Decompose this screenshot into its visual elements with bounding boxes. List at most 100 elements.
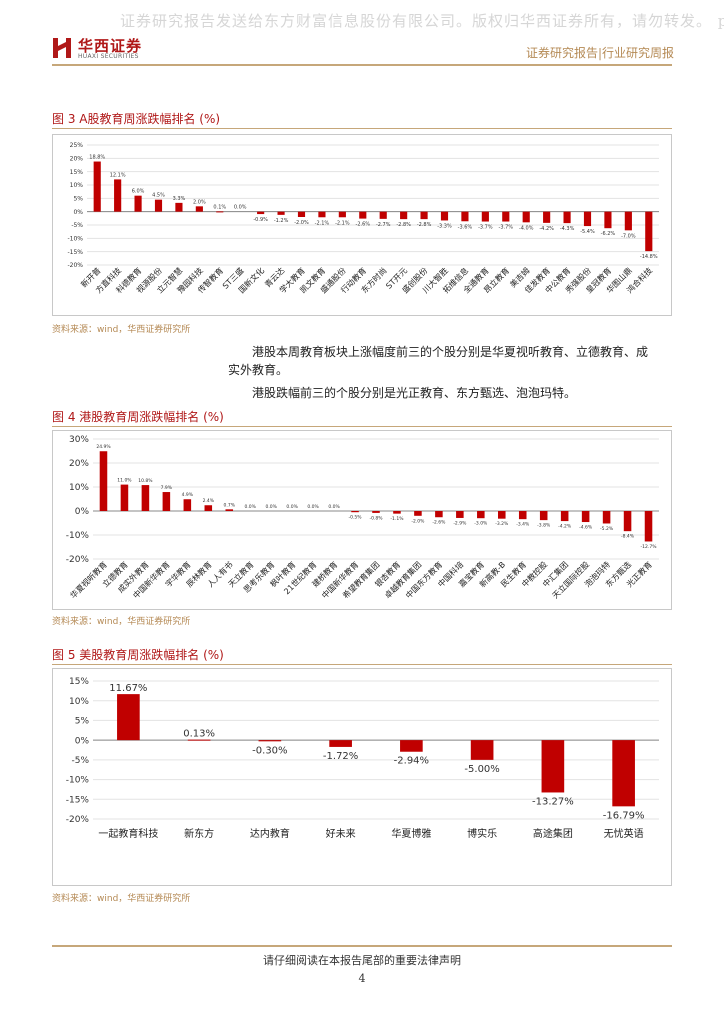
bar: [204, 505, 213, 511]
bar: [141, 485, 150, 511]
data-label: -7.0%: [621, 233, 636, 239]
bar: [456, 511, 464, 518]
data-label: -2.0%: [411, 518, 425, 524]
data-label: -1.2%: [274, 218, 289, 224]
data-label: 11.0%: [117, 478, 132, 484]
data-label: -14.8%: [640, 254, 658, 260]
y-tick-label: 20%: [70, 155, 84, 162]
paragraph-1-line-1: 港股本周教育板块上涨幅度前三的个股分别是华夏视听教育、立德教育、成: [252, 345, 649, 359]
data-label: -2.8%: [417, 222, 432, 228]
y-tick-label: 30%: [69, 435, 89, 445]
y-tick-label: -5%: [71, 222, 83, 229]
bar: [257, 211, 265, 215]
data-label: -2.6%: [356, 222, 371, 228]
category-label: 博实乐: [467, 827, 497, 840]
category-label: 新东方: [184, 827, 214, 840]
data-label: 0.1%: [213, 204, 226, 210]
bar: [624, 211, 632, 231]
legal-notice: 请仔细阅读在本报告尾部的重要法律声明: [263, 954, 461, 967]
category-label: 华夏博雅: [391, 827, 431, 840]
y-tick-label: -20%: [66, 815, 90, 825]
bar: [539, 511, 548, 521]
bar: [117, 694, 140, 741]
bar: [187, 739, 211, 741]
bar: [644, 511, 653, 542]
bar: [461, 211, 469, 222]
bar: [175, 202, 183, 212]
data-label: -4.2%: [539, 226, 554, 232]
bar: [470, 740, 494, 760]
data-label: -12.7%: [641, 544, 658, 550]
category-label: 一起教育科技: [98, 827, 158, 840]
data-label: -5.2%: [600, 526, 614, 532]
bar: [604, 211, 612, 229]
figure-5-source: 资料来源：wind，华西证券研究所: [52, 894, 191, 904]
bar: [541, 740, 565, 793]
footer-divider: [52, 945, 672, 947]
data-label: -2.1%: [335, 220, 350, 226]
bar: [502, 211, 510, 222]
data-label: 2.0%: [193, 199, 206, 205]
data-label: -16.79%: [603, 810, 645, 821]
bar: [522, 211, 530, 223]
data-label: 0.0%: [307, 504, 319, 510]
y-tick-label: -5%: [71, 756, 89, 766]
y-tick-label: -10%: [66, 776, 90, 786]
y-tick-label: 0%: [75, 507, 90, 517]
bar: [414, 511, 422, 516]
bar: [581, 511, 590, 523]
y-tick-label: 15%: [69, 677, 89, 687]
data-label: 0.13%: [183, 729, 215, 740]
chart-a-share-svg: 25%20%15%10%5%0%-5%-10%-15%-20%18.8%新开普1…: [67, 142, 659, 295]
data-label: -0.5%: [349, 515, 363, 521]
bar: [329, 740, 352, 747]
page-number: 4: [358, 972, 366, 985]
y-tick-label: 15%: [70, 169, 84, 176]
data-label: 0.0%: [265, 504, 277, 510]
data-label: 12.1%: [110, 172, 126, 178]
company-logo: 华西证券 HUAXI SECURITIES: [52, 34, 172, 64]
data-label: -3.8%: [537, 523, 551, 529]
header-divider: [52, 64, 672, 66]
bar: [435, 511, 443, 518]
data-label: 3.3%: [173, 196, 186, 202]
data-label: -2.8%: [396, 222, 411, 228]
paragraph-1-line-2: 实外教育。: [228, 363, 289, 377]
data-label: -3.6%: [458, 224, 473, 230]
bar: [183, 499, 192, 511]
bar: [162, 492, 171, 511]
y-tick-label: 20%: [69, 459, 89, 469]
bar: [440, 211, 449, 221]
data-label: -2.6%: [432, 520, 446, 526]
y-tick-label: 25%: [70, 142, 84, 149]
figure-5-title: 图 5 美股教育周涨跌幅排名 (%): [52, 648, 224, 662]
data-label: -4.6%: [579, 525, 593, 531]
figure-4-title: 图 4 港股教育周涨跌幅排名 (%): [52, 410, 224, 424]
bar: [518, 511, 527, 520]
figure-3-source: 资料来源：wind，华西证券研究所: [52, 325, 191, 335]
chart-us-share: 15% 10% 5% 0% -5% -10% -15% -20% 11.67% 一起教育科技 0.1…: [52, 668, 672, 886]
data-label: 6.0%: [132, 189, 145, 195]
data-label: 10.8%: [138, 478, 153, 484]
bar: [277, 211, 285, 215]
bar: [400, 211, 408, 220]
data-label: 18.8%: [89, 155, 105, 161]
data-label: -0.8%: [369, 515, 383, 521]
bar: [602, 511, 611, 524]
y-tick-label: 10%: [70, 182, 84, 189]
bar: [134, 195, 142, 212]
data-label: 7.9%: [161, 485, 173, 491]
y-tick-label: -20%: [67, 262, 83, 269]
bar: [216, 211, 224, 213]
figure-4-source: 资料来源：wind，华西证券研究所: [52, 617, 191, 627]
data-label: 24.9%: [96, 444, 111, 450]
chart-hk-share-svg: 30%20%10%0%-10%-20%24.9%华夏视听教育11.0%立德教育1…: [66, 435, 659, 600]
data-label: -3.0%: [474, 521, 488, 527]
report-type-label: 证券研究报告|行业研究周报: [525, 46, 674, 60]
category-label: 好未来: [326, 828, 356, 840]
y-tick-label: 10%: [69, 483, 89, 493]
figure-3-rule: [52, 128, 672, 129]
figure-4-rule: [52, 426, 672, 427]
y-tick-label: -15%: [67, 249, 83, 256]
data-label: -6.2%: [601, 231, 616, 237]
